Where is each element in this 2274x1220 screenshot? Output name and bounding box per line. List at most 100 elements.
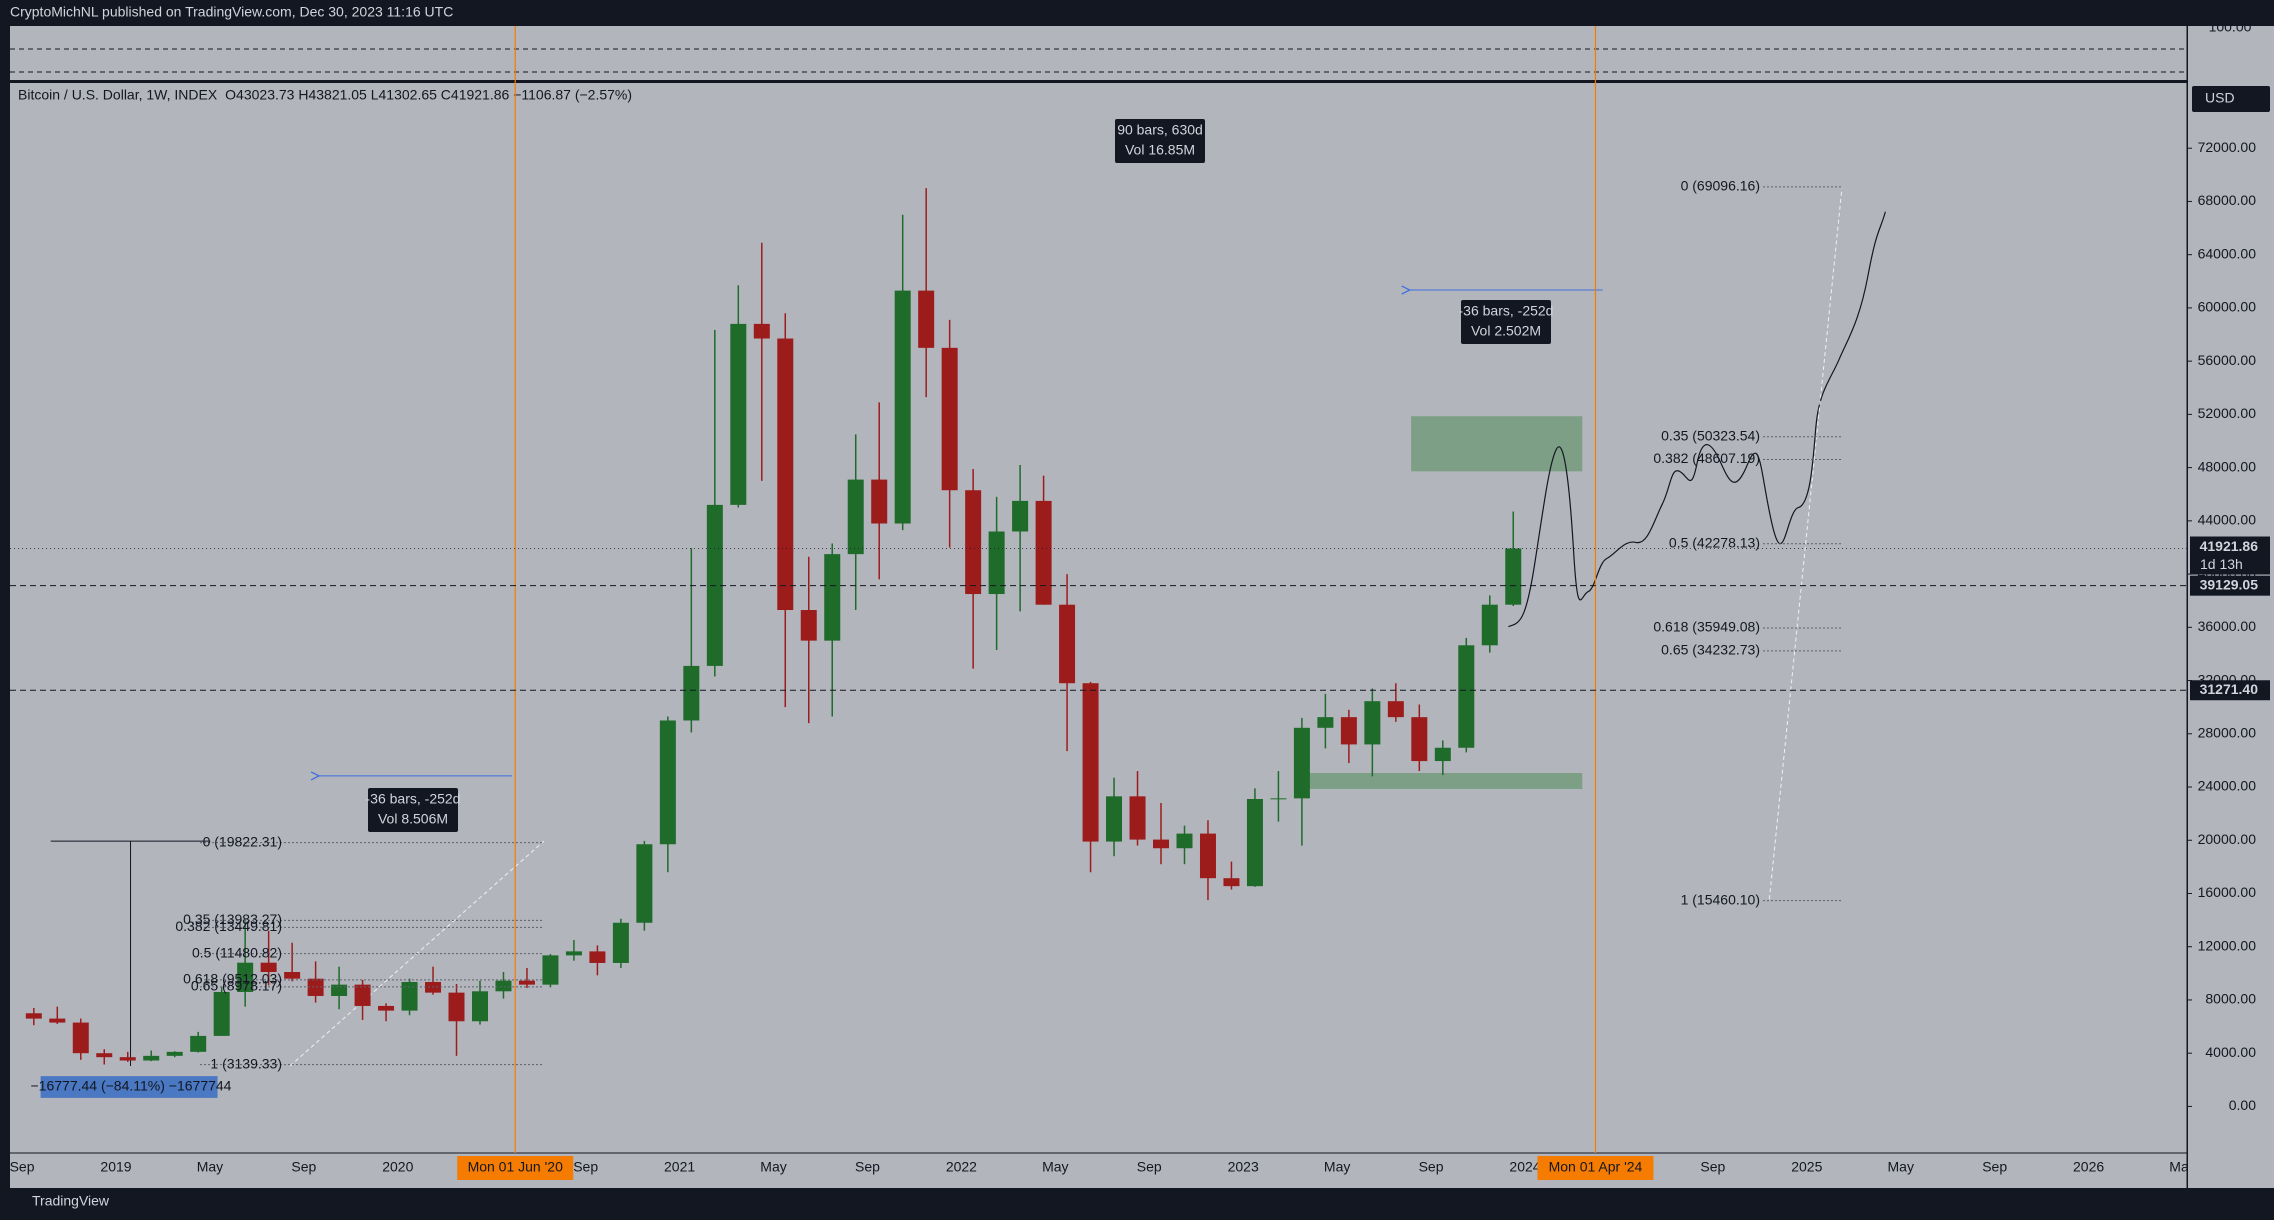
zone	[1411, 416, 1583, 472]
candle-body	[448, 992, 465, 1022]
main-pane	[10, 83, 2187, 1188]
range-label: -36 bars, -252d	[1459, 303, 1554, 319]
countdown: 1d 13h	[2200, 556, 2243, 572]
price-label-box	[2190, 575, 2270, 596]
candle-body	[25, 1013, 42, 1019]
range-label: 90 bars, 630d	[1117, 122, 1203, 138]
marker-label: Mon 01 Apr '24	[1549, 1159, 1643, 1175]
candle-body	[495, 980, 512, 992]
projection-path	[1508, 212, 1885, 627]
candle-body	[190, 1035, 207, 1052]
candle-body	[659, 720, 676, 845]
x-tick-label: 2024	[1509, 1159, 1540, 1175]
y-tick-label: 24000.00	[2198, 778, 2257, 794]
y-tick-label: 44000.00	[2198, 512, 2257, 528]
candle-body	[378, 1005, 395, 1011]
y-tick-label: 12000.00	[2198, 937, 2257, 953]
candle-body	[119, 1057, 136, 1061]
price-axis	[2188, 26, 2274, 1188]
x-tick-label: Sep	[1419, 1159, 1444, 1175]
candle-body	[730, 323, 747, 505]
candle-body	[988, 531, 1005, 595]
x-tick-label: 2022	[946, 1159, 977, 1175]
y-tick-label: 16000.00	[2198, 884, 2257, 900]
x-tick-label: Sep	[1137, 1159, 1162, 1175]
y-tick-label: 52000.00	[2198, 405, 2257, 421]
candle-body	[1481, 604, 1498, 646]
y-tick-label: 64000.00	[2198, 245, 2257, 261]
rsi-pane	[10, 26, 2187, 80]
y-tick-label: 72000.00	[2198, 139, 2257, 155]
x-tick-label: May	[1042, 1159, 1068, 1175]
candle-body	[307, 978, 324, 996]
candle-body	[1340, 717, 1357, 745]
measure-label: −16777.44 (−84.11%) −1677744	[31, 1078, 232, 1094]
price-label-box	[2190, 536, 2270, 575]
range-label-box	[368, 788, 458, 832]
price-label: 39129.05	[2200, 576, 2259, 592]
candle-body	[354, 984, 371, 1006]
x-tick-label: 2023	[1228, 1159, 1259, 1175]
x-tick-label: Sep	[1982, 1159, 2007, 1175]
x-tick-label: 2026	[2073, 1159, 2104, 1175]
x-tick-label: May	[760, 1159, 786, 1175]
x-tick-label: 2021	[664, 1159, 695, 1175]
x-tick-label: May	[2169, 1159, 2195, 1175]
candle-body	[612, 922, 629, 963]
fib-label: 1 (3139.33)	[210, 1055, 282, 1071]
y-tick-label: 4000.00	[2205, 1044, 2256, 1060]
x-tick-label: 2025	[1791, 1159, 1822, 1175]
candle-body	[331, 984, 348, 996]
fib-label: 0.35 (50323.54)	[1661, 427, 1760, 443]
candle-body	[753, 323, 770, 339]
range-label: Vol 2.502M	[1471, 323, 1541, 339]
fib-label: 0.382 (48607.19)	[1653, 450, 1760, 466]
candle-body	[918, 290, 935, 348]
y-tick-label: 36000.00	[2198, 618, 2257, 634]
fib-label: 0.5 (11480.82)	[192, 944, 282, 960]
fib-label: 0 (19822.31)	[203, 833, 282, 849]
x-tick-label: 2020	[382, 1159, 413, 1175]
candle-body	[824, 554, 841, 641]
candle-body	[72, 1022, 89, 1054]
candle-body	[965, 490, 982, 595]
plot: 0 (69096.16) 0.35 (50323.54) 0.382 (48607.…	[25, 119, 1841, 1094]
candle-body	[683, 665, 700, 721]
fib-label: 0.618 (35949.08)	[1653, 619, 1760, 635]
fib-label: 0 (69096.16)	[1681, 178, 1760, 194]
candle-body	[1364, 701, 1381, 745]
candle-body	[1387, 701, 1404, 718]
range-label-box	[1461, 300, 1551, 344]
brand: TradingView	[32, 1193, 110, 1209]
candle-body	[49, 1018, 66, 1023]
fib-label: 0.382 (13449.81)	[175, 918, 282, 934]
candle-body	[1411, 717, 1428, 762]
currency: USD	[2205, 90, 2235, 106]
candle-body	[1223, 878, 1240, 887]
candle-body	[847, 479, 864, 555]
candle-body	[542, 955, 559, 985]
x-tick-label: May	[197, 1159, 223, 1175]
candle-body	[1458, 645, 1475, 748]
publisher: CryptoMichNL published on TradingView.co…	[10, 4, 453, 20]
fib-label: 0.35 (13983.27)	[183, 911, 282, 927]
candle-body	[1317, 717, 1334, 728]
ohlc: O43023.73 H43821.05 L41302.65 C41921.86 …	[225, 87, 632, 103]
candle-body	[213, 991, 230, 1036]
fib-trend	[1769, 189, 1842, 900]
fib-label: 1 (15460.10)	[1681, 891, 1760, 907]
candle-body	[565, 951, 582, 956]
candle-body	[237, 962, 254, 992]
y-tick-label: 28000.00	[2198, 724, 2257, 740]
candle-body	[1293, 727, 1310, 799]
x-tick-label: Sep	[1700, 1159, 1725, 1175]
y-tick-label: 48000.00	[2198, 458, 2257, 474]
time-axis: Sep 2019 May Sep 2020 Sep 2021 May Sep 2022 May Sep…	[10, 1159, 2195, 1175]
price-label: 31271.40	[2200, 681, 2259, 697]
y-tick-label: 8000.00	[2205, 991, 2256, 1007]
candle-body	[471, 991, 488, 1022]
candle-body	[260, 962, 277, 973]
fib-label: 0.5 (42278.13)	[1669, 534, 1760, 550]
x-tick-label: Sep	[291, 1159, 316, 1175]
